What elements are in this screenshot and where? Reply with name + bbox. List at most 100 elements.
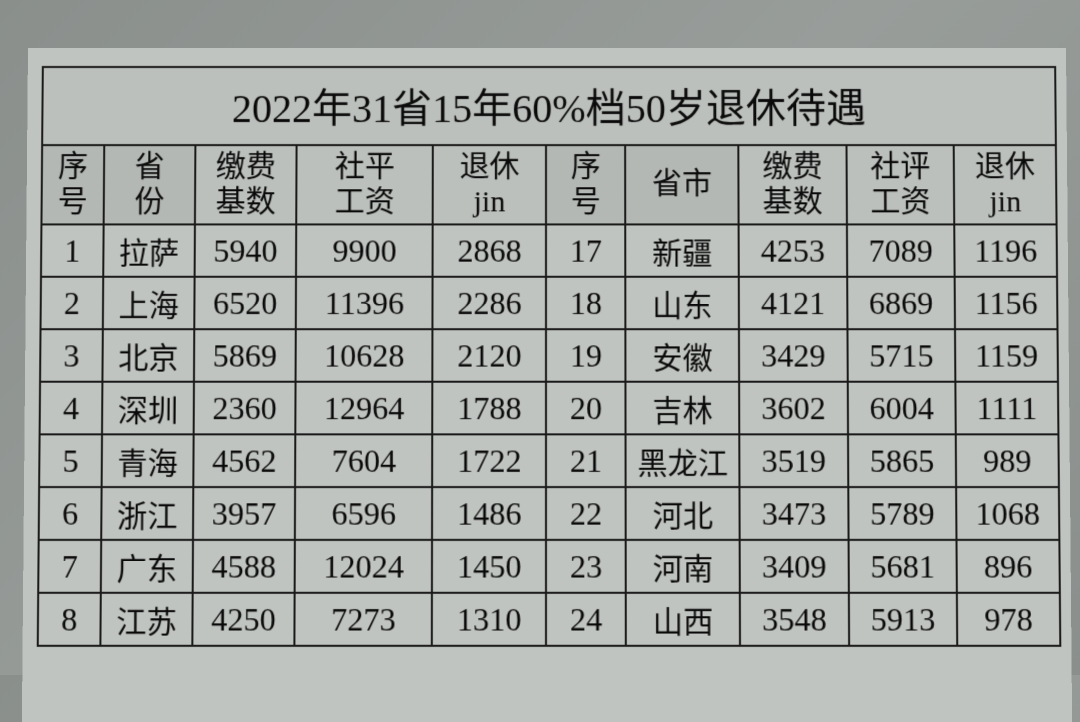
cell-r-base: 3519	[740, 434, 848, 487]
hdr-base-r: 缴费基数	[739, 145, 847, 224]
cell-r-pen: 896	[957, 540, 1060, 593]
cell-l-pen: 1486	[432, 487, 546, 540]
table-row: 1拉萨59409900286817新疆425370891196	[41, 224, 1057, 276]
cell-l-seq: 7	[38, 540, 101, 593]
hdr-prov-r: 省市	[625, 145, 739, 224]
cell-l-prov: 青海	[102, 434, 193, 487]
hdr-prov-l: 省份	[104, 145, 195, 224]
hdr-wage-l: 社平工资	[297, 145, 433, 224]
table-row: 2上海652011396228618山东412168691156	[41, 277, 1058, 329]
cell-r-base: 3473	[740, 487, 849, 540]
cell-l-wage: 12964	[296, 382, 433, 435]
cell-l-seq: 2	[41, 277, 104, 329]
cell-r-wage: 5715	[847, 329, 955, 382]
cell-r-base: 3548	[740, 593, 849, 646]
cell-r-prov: 安徽	[626, 329, 740, 382]
cell-l-wage: 7604	[295, 434, 432, 487]
cell-r-wage: 6869	[847, 277, 955, 329]
cell-l-wage: 12024	[295, 540, 432, 593]
cell-l-base: 5940	[194, 224, 296, 276]
cell-l-wage: 11396	[296, 277, 432, 329]
cell-l-pen: 2120	[432, 329, 546, 382]
cell-r-pen: 1196	[954, 224, 1057, 276]
cell-r-seq: 18	[546, 277, 626, 329]
cell-r-prov: 山东	[626, 277, 740, 329]
cell-r-seq: 22	[546, 487, 626, 540]
cell-r-wage: 5913	[849, 593, 958, 646]
cell-l-base: 2360	[193, 382, 296, 435]
cell-r-pen: 1111	[956, 382, 1059, 435]
cell-l-prov: 深圳	[102, 382, 193, 435]
paper-surface: 2022年31省15年60%档50岁退休待遇 序号 省份 缴费基数 社平工资 退…	[22, 48, 1072, 722]
cell-l-base: 4250	[192, 593, 295, 646]
hdr-seq-r: 序号	[546, 145, 625, 224]
cell-l-seq: 5	[39, 434, 102, 487]
cell-r-prov: 新疆	[626, 224, 740, 276]
cell-l-pen: 1450	[432, 540, 546, 593]
cell-l-base: 4562	[193, 434, 296, 487]
hdr-wage-r: 社评工资	[846, 145, 954, 224]
table-row: 5青海45627604172221黑龙江35195865989	[39, 434, 1059, 487]
cell-l-seq: 4	[40, 382, 103, 435]
cell-l-prov: 拉萨	[103, 224, 194, 276]
cell-r-pen: 1156	[955, 277, 1058, 329]
cell-r-pen: 978	[957, 593, 1060, 646]
hdr-pen-l: 退休jin	[433, 145, 546, 224]
cell-r-wage: 5865	[848, 434, 957, 487]
cell-l-seq: 8	[38, 593, 101, 646]
cell-l-seq: 3	[40, 329, 103, 382]
cell-r-wage: 6004	[848, 382, 956, 435]
hdr-seq-l: 序号	[41, 145, 104, 224]
table-row: 3北京586910628212019安徽342957151159	[40, 329, 1058, 382]
table-row: 8江苏42507273131024山西35485913978	[38, 593, 1061, 646]
table-title: 2022年31省15年60%档50岁退休待遇	[42, 67, 1056, 145]
cell-l-base: 6520	[194, 277, 296, 329]
hdr-pen-r: 退休jin	[954, 145, 1057, 224]
cell-l-prov: 江苏	[101, 593, 193, 646]
cell-l-pen: 1722	[432, 434, 546, 487]
cell-l-base: 5869	[194, 329, 297, 382]
cell-l-pen: 2286	[433, 277, 547, 329]
cell-r-base: 3429	[739, 329, 847, 382]
cell-r-pen: 1068	[956, 487, 1059, 540]
cell-l-seq: 1	[41, 224, 104, 276]
cell-r-wage: 7089	[847, 224, 955, 276]
cell-r-seq: 17	[546, 224, 625, 276]
table-body: 1拉萨59409900286817新疆4253708911962上海652011…	[38, 224, 1061, 645]
cell-r-wage: 5681	[848, 540, 957, 593]
cell-l-wage: 9900	[296, 224, 432, 276]
cell-l-prov: 北京	[103, 329, 194, 382]
cell-r-base: 4253	[739, 224, 847, 276]
cell-r-wage: 5789	[848, 487, 957, 540]
cell-r-seq: 20	[546, 382, 626, 435]
cell-l-prov: 广东	[101, 540, 193, 593]
cell-l-wage: 7273	[295, 593, 432, 646]
cell-r-prov: 吉林	[626, 382, 740, 435]
cell-r-prov: 山西	[626, 593, 740, 646]
cell-r-seq: 24	[546, 593, 626, 646]
cell-r-prov: 黑龙江	[626, 434, 740, 487]
header-row: 序号 省份 缴费基数 社平工资 退休jin 序号 省市 缴费基数 社评工资 退休…	[41, 145, 1056, 224]
cell-l-base: 3957	[193, 487, 296, 540]
cell-l-prov: 浙江	[101, 487, 193, 540]
cell-l-pen: 2868	[433, 224, 547, 276]
cell-r-prov: 河南	[626, 540, 740, 593]
cell-l-wage: 6596	[295, 487, 432, 540]
cell-r-base: 3409	[740, 540, 849, 593]
cell-l-pen: 1310	[432, 593, 546, 646]
cell-l-pen: 1788	[432, 382, 546, 435]
pension-table: 2022年31省15年60%档50岁退休待遇 序号 省份 缴费基数 社平工资 退…	[37, 66, 1062, 647]
cell-r-pen: 989	[956, 434, 1059, 487]
table-row: 6浙江39576596148622河北347357891068	[39, 487, 1060, 540]
cell-r-pen: 1159	[955, 329, 1058, 382]
table-row: 7广东458812024145023河南34095681896	[38, 540, 1060, 593]
table-row: 4深圳236012964178820吉林360260041111	[40, 382, 1059, 435]
table-container: 2022年31省15年60%档50岁退休待遇 序号 省份 缴费基数 社平工资 退…	[23, 48, 1072, 647]
hdr-base-l: 缴费基数	[195, 145, 297, 224]
cell-r-seq: 19	[546, 329, 626, 382]
cell-l-base: 4588	[192, 540, 295, 593]
cell-r-seq: 21	[546, 434, 626, 487]
cell-r-base: 4121	[739, 277, 847, 329]
cell-r-prov: 河北	[626, 487, 740, 540]
cell-r-base: 3602	[739, 382, 847, 435]
